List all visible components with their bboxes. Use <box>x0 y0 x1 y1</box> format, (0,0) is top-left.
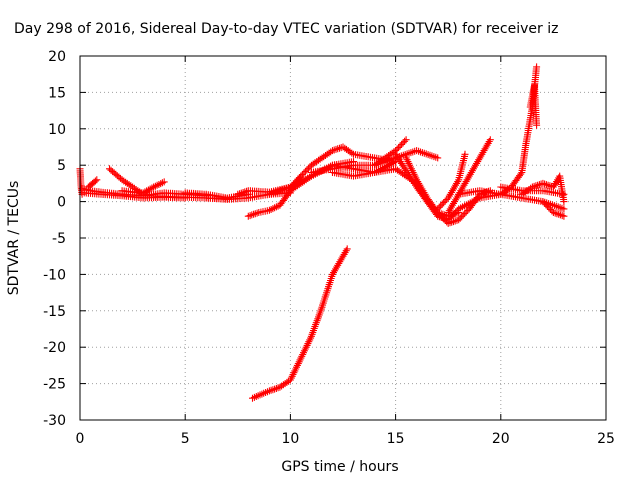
x-axis-label: GPS time / hours <box>281 459 398 475</box>
x-tick-label: 5 <box>181 431 190 447</box>
y-tick-label: -15 <box>43 304 66 320</box>
y-tick-label: 15 <box>48 85 66 101</box>
grid-lines <box>80 56 606 420</box>
y-tick-label: -30 <box>43 413 66 429</box>
series-arc-22 <box>526 81 541 129</box>
y-tick-label: 10 <box>48 122 66 138</box>
x-tick-label: 25 <box>597 431 615 447</box>
series-group <box>76 63 568 402</box>
data-point-marks <box>518 172 568 206</box>
x-tick-label: 15 <box>387 431 405 447</box>
data-point-marks <box>444 136 494 216</box>
y-tick-label: -20 <box>43 340 66 356</box>
y-tick-label: 0 <box>57 195 66 211</box>
data-point-marks <box>526 81 541 129</box>
y-tick-label: -10 <box>43 267 66 283</box>
data-point-marks <box>434 150 469 213</box>
x-tick-label: 0 <box>76 431 85 447</box>
y-tick-label: -5 <box>52 231 66 247</box>
series-arc-19 <box>444 136 494 216</box>
y-axis-label: SDTVAR / TECUs <box>6 181 22 296</box>
series-arc-25 <box>539 198 568 220</box>
y-axis-ticks: 20 15 10 5 0 -5 -10 -15 -20 -25 -30 <box>43 49 606 429</box>
series-arc-24 <box>518 172 568 206</box>
series-arc-26 <box>249 245 351 402</box>
x-axis-ticks: 0 5 10 15 20 25 <box>76 56 615 447</box>
plot-frame <box>79 55 607 421</box>
data-point-marks <box>249 245 351 402</box>
x-tick-label: 20 <box>492 431 510 447</box>
chart-title: Day 298 of 2016, Sidereal Day-to-day VTE… <box>14 21 558 37</box>
data-point-marks <box>84 176 101 191</box>
y-tick-label: 20 <box>48 49 66 65</box>
series-arc-20 <box>434 150 469 213</box>
y-tick-label: -25 <box>43 377 66 393</box>
data-point-marks <box>539 198 568 220</box>
y-tick-label: 5 <box>57 158 66 174</box>
x-tick-label: 10 <box>281 431 299 447</box>
series-arc-4 <box>84 176 101 191</box>
